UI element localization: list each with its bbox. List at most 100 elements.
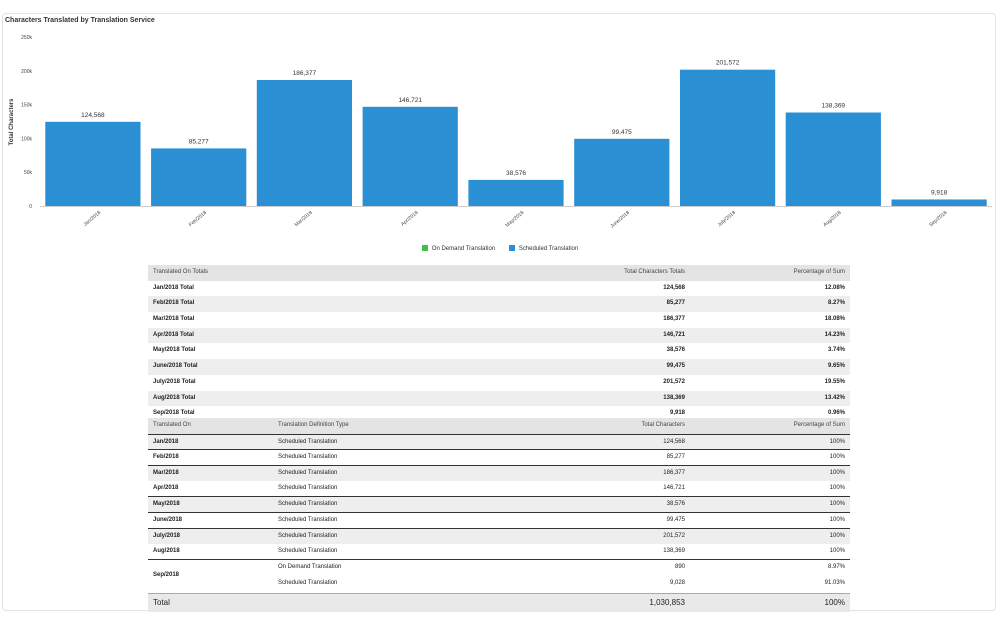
totals-row: Mar/2018 Total 186,377 18.08% xyxy=(148,312,850,328)
x-tick-label: May/2018 xyxy=(505,210,526,229)
totals-row: Apr/2018 Total 146,721 14.23% xyxy=(148,327,850,344)
totals-row-pct: 12.08% xyxy=(824,284,845,291)
grand-total-pct: 100% xyxy=(824,598,845,607)
detail-row: June/2018 Scheduled Translation 99,475 1… xyxy=(148,512,850,528)
detail-row: Jan/2018 Scheduled Translation 124,568 1… xyxy=(148,433,850,450)
bar-scheduled xyxy=(574,138,670,206)
bar-scheduled xyxy=(680,69,776,206)
bar-data-label: 186,377 xyxy=(293,70,317,77)
totals-header-label[interactable]: Translated On Totals xyxy=(153,269,209,275)
bar-scheduled xyxy=(785,112,881,206)
detail-header-month[interactable]: Translated On xyxy=(153,422,191,428)
totals-header-total[interactable]: Total Characters Totals xyxy=(624,269,685,275)
totals-row-total: 146,721 xyxy=(663,331,685,338)
x-tick-label: Apr/2018 xyxy=(400,210,420,228)
totals-row-pct: 8.27% xyxy=(827,300,845,307)
detail-row-sep-group: Sep/2018 On Demand Translation 890 8.97%… xyxy=(148,559,850,590)
detail-row-pct: 100% xyxy=(829,501,845,508)
bar-data-label: 201,572 xyxy=(716,60,740,67)
legend-swatch-on-demand xyxy=(421,245,428,251)
y-tick-label: 200k xyxy=(21,69,32,75)
detail-row-chars: 99,475 xyxy=(666,517,685,524)
x-tick-label: Feb/2018 xyxy=(188,210,208,228)
totals-row-pct: 0.96% xyxy=(827,410,845,417)
detail-row-type: Scheduled Translation xyxy=(278,438,338,445)
totals-row-label: Aug/2018 Total xyxy=(153,394,196,401)
x-tick-label: June/2018 xyxy=(609,210,631,230)
detail-row-pct: 100% xyxy=(829,438,845,445)
detail-row-type: Scheduled Translation xyxy=(278,579,338,586)
totals-row-label: June/2018 Total xyxy=(153,363,198,370)
detail-row-pct: 100% xyxy=(829,547,845,554)
bar-scheduled xyxy=(468,179,564,206)
totals-row-label: May/2018 Total xyxy=(153,347,196,354)
detail-header-type[interactable]: Translation Definition Type xyxy=(278,422,349,428)
detail-row-month: Mar/2018 xyxy=(153,470,179,477)
totals-row-total: 9,918 xyxy=(669,410,685,417)
detail-row-chars: 85,277 xyxy=(666,454,685,461)
totals-row-pct: 18.08% xyxy=(824,316,845,323)
detail-row-chars: 138,369 xyxy=(663,547,685,554)
totals-row-total: 138,369 xyxy=(663,394,685,401)
bar-on-demand xyxy=(891,199,987,200)
x-tick-label: July/2018 xyxy=(717,210,737,228)
totals-row-pct: 13.42% xyxy=(824,394,845,401)
detail-row-type: Scheduled Translation xyxy=(278,484,338,491)
totals-row-pct: 3.74% xyxy=(827,347,845,354)
detail-table: Translated On Translation Definition Typ… xyxy=(148,418,850,591)
detail-row-type: Scheduled Translation xyxy=(278,501,338,508)
bar-data-label: 85,277 xyxy=(189,138,209,145)
y-tick-label: 100k xyxy=(21,136,32,142)
totals-row: May/2018 Total 38,576 3.74% xyxy=(148,343,850,359)
detail-row-pct: 100% xyxy=(829,454,845,461)
totals-row-label: Feb/2018 Total xyxy=(153,300,195,307)
totals-header-pct[interactable]: Percentage of Sum xyxy=(793,269,845,275)
totals-row: Feb/2018 Total 85,277 8.27% xyxy=(148,296,850,313)
detail-row-pct: 91.03% xyxy=(824,579,845,586)
x-tick-label: Jan/2018 xyxy=(83,210,103,228)
bar-data-label: 146,721 xyxy=(398,97,422,104)
bar-data-label: 138,369 xyxy=(822,103,846,110)
totals-row-total: 201,572 xyxy=(663,378,685,385)
detail-row-chars: 201,572 xyxy=(663,532,685,539)
grand-total-chars: 1,030,853 xyxy=(649,598,685,607)
legend-item-scheduled[interactable]: Scheduled Translation xyxy=(508,245,578,252)
detail-row-type: Scheduled Translation xyxy=(278,547,338,554)
bar-scheduled xyxy=(362,106,458,206)
detail-row-month: June/2018 xyxy=(153,517,183,524)
detail-row-month: Jan/2018 xyxy=(153,438,179,445)
x-tick-label: Sep/2018 xyxy=(928,210,948,228)
detail-row-month: Aug/2018 xyxy=(153,547,180,554)
detail-row: Apr/2018 Scheduled Translation 146,721 1… xyxy=(148,481,850,497)
totals-row: Jan/2018 Total 124,568 12.08% xyxy=(148,281,850,297)
grand-total-label: Total xyxy=(153,598,170,607)
totals-row: June/2018 Total 99,475 9.65% xyxy=(148,359,850,375)
bar-data-label: 99,475 xyxy=(612,129,632,136)
totals-row-label: Sep/2018 Total xyxy=(153,410,195,417)
y-tick-label: 50k xyxy=(24,170,33,176)
detail-header-pct[interactable]: Percentage of Sum xyxy=(793,422,845,428)
detail-row-month: July/2018 xyxy=(153,532,181,539)
x-tick-label: Aug/2018 xyxy=(822,210,842,228)
bar-data-label: 38,576 xyxy=(506,170,526,177)
totals-header-row: Translated On Totals Total Characters To… xyxy=(148,265,850,281)
detail-row-type: Scheduled Translation xyxy=(278,470,338,477)
totals-table: Translated On Totals Total Characters To… xyxy=(148,265,850,422)
bar-chart: Total Characters 0 50k 100k 150k 200k 250k 124,… xyxy=(9,35,992,230)
totals-row-total: 85,277 xyxy=(666,300,685,307)
detail-row-pct: 100% xyxy=(829,532,845,539)
totals-row-pct: 9.65% xyxy=(827,363,845,370)
detail-row-month: May/2018 xyxy=(153,501,180,508)
detail-row-pct: 100% xyxy=(829,517,845,524)
totals-row-label: Jan/2018 Total xyxy=(153,284,194,291)
detail-row: Aug/2018 Scheduled Translation 138,369 1… xyxy=(148,544,850,560)
totals-row-total: 186,377 xyxy=(663,316,685,323)
legend-item-on-demand[interactable]: On Demand Translation xyxy=(421,245,495,252)
bar-data-label: 124,568 xyxy=(81,112,105,119)
detail-row-chars: 38,576 xyxy=(666,501,685,508)
detail-row-chars: 9,028 xyxy=(669,579,685,586)
detail-header-chars[interactable]: Total Characters xyxy=(641,422,685,428)
totals-row-total: 38,576 xyxy=(666,347,685,354)
sep-subrow-bg xyxy=(275,560,850,576)
detail-row-type: Scheduled Translation xyxy=(278,532,338,539)
